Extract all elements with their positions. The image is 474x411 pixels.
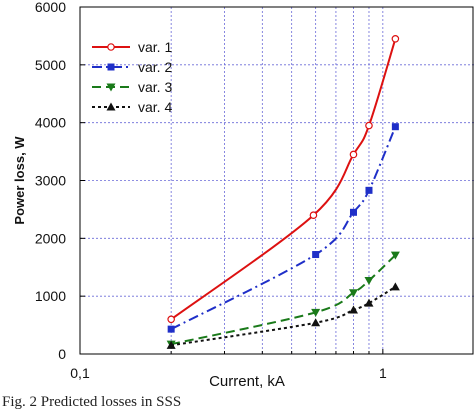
- data-point: [348, 305, 358, 314]
- data-point: [364, 298, 374, 307]
- data-point: [364, 277, 374, 286]
- data-point: [311, 308, 321, 317]
- data-point: [349, 150, 358, 159]
- legend-label: var. 1: [138, 39, 172, 55]
- data-point: [311, 318, 321, 327]
- y-axis-title: Power loss, W: [12, 136, 27, 225]
- grid-layer: [80, 7, 474, 354]
- data-point: [348, 289, 358, 298]
- series-1: [167, 35, 400, 324]
- series-line: [170, 254, 397, 346]
- y-tick-label: 3000: [35, 173, 66, 189]
- data-point: [390, 282, 400, 291]
- data-point: [365, 186, 373, 194]
- y-tick-label: 1000: [35, 288, 66, 304]
- legend-item: var. 1: [92, 39, 172, 55]
- series-3: [166, 251, 400, 349]
- legend-marker: [106, 83, 116, 92]
- legend-marker: [107, 43, 115, 51]
- legend-item: var. 2: [92, 59, 172, 75]
- y-tick-label: 2000: [35, 230, 66, 246]
- legend-label: var. 3: [138, 79, 172, 95]
- y-tick-label: 4000: [35, 115, 66, 131]
- series-line: [171, 286, 396, 347]
- data-point: [391, 35, 400, 43]
- series-line: [170, 126, 397, 331]
- x-axis-title: Current, kA: [209, 373, 285, 390]
- figure-caption: Fig. 2 Predicted losses in SSS: [2, 394, 182, 410]
- data-point: [390, 251, 400, 260]
- data-point: [167, 325, 175, 333]
- tick-layer: 0 1000 2000 3000 4000 5000 6000 0,1 1: [35, 0, 387, 381]
- y-tick-label: 5000: [35, 57, 66, 73]
- data-point: [391, 123, 399, 131]
- legend: var. 1 var. 2 var. 3 var. 4: [92, 39, 172, 115]
- legend-item: var. 3: [92, 79, 172, 95]
- data-point: [349, 208, 357, 216]
- series-line: [170, 38, 397, 321]
- legend-label: var. 2: [138, 59, 172, 75]
- legend-marker: [107, 63, 115, 71]
- legend-marker: [106, 102, 116, 111]
- data-point: [312, 251, 320, 259]
- legend-item: var. 4: [92, 99, 172, 115]
- legend-label: var. 4: [138, 99, 172, 115]
- y-tick-label: 0: [58, 346, 66, 362]
- x-tick-label: 0,1: [70, 365, 90, 381]
- data-point: [365, 121, 373, 130]
- data-point: [309, 211, 318, 220]
- x-tick-label: 1: [379, 365, 387, 381]
- series-2: [167, 123, 399, 333]
- y-tick-label: 6000: [35, 0, 66, 15]
- series-layer: [166, 35, 400, 349]
- data-point: [167, 315, 175, 324]
- series-4: [166, 282, 400, 349]
- data-point: [166, 340, 176, 349]
